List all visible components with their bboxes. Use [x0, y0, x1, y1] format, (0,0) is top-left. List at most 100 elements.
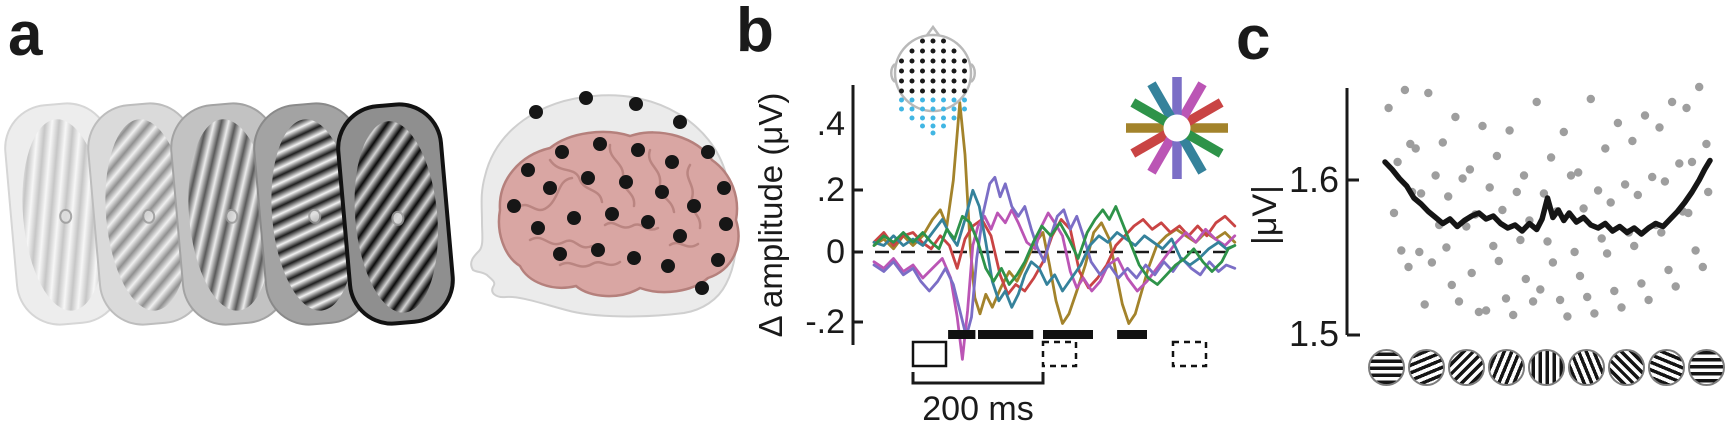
- topo-electrode: [941, 88, 946, 94]
- axis-gabor-icon-157.5deg: [1648, 349, 1685, 386]
- panel-b-label: b: [736, 0, 774, 65]
- topo-electrode: [951, 78, 957, 84]
- scatter-dot: [1400, 85, 1410, 95]
- topo-highlighted-electrode: [909, 97, 915, 103]
- topo-highlighted-electrode: [899, 97, 904, 103]
- scatter-dot: [1546, 153, 1556, 162]
- scatter-dot: [1501, 294, 1511, 303]
- topo-highlighted-electrode: [941, 115, 946, 121]
- stimulus-marker-solid: [911, 340, 948, 368]
- topo-highlighted-electrode: [951, 97, 957, 103]
- electrode-dot: [521, 163, 535, 177]
- topo-electrode: [951, 88, 957, 94]
- scatter-dot: [1539, 189, 1549, 198]
- scatter-dot: [1481, 306, 1491, 315]
- topo-highlighted-electrode: [941, 106, 946, 112]
- electrode-dot: [627, 251, 641, 265]
- electrode-dot: [553, 247, 567, 261]
- scatter-dot: [1648, 172, 1657, 182]
- fixation-dot: [390, 210, 405, 227]
- topo-electrode: [930, 88, 936, 94]
- topo-electrode: [962, 58, 967, 64]
- topo-electrode: [930, 78, 936, 84]
- scatter-dot: [1579, 204, 1588, 213]
- electrode-dot: [581, 171, 595, 185]
- topo-highlighted-electrode: [920, 97, 925, 103]
- electrode-dot: [593, 137, 607, 151]
- axis-gabor-icon-67.5deg: [1488, 349, 1525, 386]
- scatter-dot: [1462, 222, 1471, 231]
- stimulus-card-5: [332, 98, 459, 330]
- stimulus-onset-markers: [911, 340, 1208, 368]
- scatter-dot: [1559, 127, 1569, 137]
- axis-gabor-icon-90deg: [1528, 349, 1565, 386]
- scatter-dot: [1415, 247, 1424, 257]
- topo-highlighted-electrode: [920, 106, 925, 112]
- electrode-dot: [701, 145, 715, 159]
- topo-electrode: [920, 38, 925, 44]
- topo-highlighted-electrode: [930, 115, 936, 121]
- topo-highlighted-electrode: [920, 115, 925, 121]
- scatter-dot: [1657, 228, 1666, 237]
- scatter-dot: [1570, 247, 1579, 257]
- electrode-dot: [687, 199, 701, 213]
- topo-electrode: [920, 48, 925, 54]
- fixation-dot: [58, 208, 73, 225]
- scatter-dot: [1397, 246, 1406, 255]
- topo-electrode: [941, 58, 946, 64]
- topo-electrode: [899, 88, 904, 94]
- electrode-dot: [591, 243, 605, 257]
- electrode-dot: [529, 105, 543, 119]
- topo-highlighted-electrode: [962, 97, 967, 103]
- erp-plot: .4 .2 0 -.2 Δ amplitude (μV) 200 ms: [752, 24, 1237, 428]
- topo-highlighted-electrode: [941, 97, 946, 103]
- topo-electrode: [930, 58, 936, 64]
- scatter-dot: [1613, 118, 1623, 128]
- scatter-dot: [1384, 103, 1393, 113]
- topo-inset: [890, 24, 976, 136]
- electrode-dot: [555, 145, 569, 159]
- significance-bar: [948, 330, 976, 339]
- scatter-dot: [1633, 190, 1643, 200]
- electrode-dot: [719, 217, 733, 231]
- topo-electrode: [899, 78, 904, 84]
- topo-electrode: [951, 68, 957, 74]
- b-ytick-label-n02: -.2: [805, 303, 845, 341]
- significance-bar: [1117, 330, 1147, 339]
- scatter-dot: [1695, 82, 1704, 92]
- scatter-dot: [1420, 300, 1429, 309]
- electrode-dot: [619, 175, 633, 189]
- electrode-dot: [655, 185, 669, 199]
- scatter-dot: [1704, 187, 1713, 197]
- tuning-plot: 1.6 1.5 |μV|: [1246, 82, 1713, 354]
- scatter-dot: [1566, 171, 1576, 180]
- mean-tuning-line: [1382, 157, 1713, 237]
- panel-a-label: a: [8, 0, 43, 69]
- scatter-dot: [1442, 243, 1451, 252]
- electrode-dot: [665, 155, 679, 169]
- scatter-dot: [1454, 297, 1464, 306]
- topo-electrode: [941, 78, 946, 84]
- mean-line: [1382, 157, 1713, 237]
- topo-electrode: [909, 58, 915, 64]
- scatter-dot: [1602, 249, 1612, 258]
- topo-left-ear: [890, 63, 896, 83]
- scatter-dot: [1485, 183, 1494, 192]
- scatter-dot: [1610, 286, 1619, 296]
- erp-trace-150deg: [872, 205, 1237, 286]
- scatter-dot: [1606, 198, 1615, 207]
- scatter-dot: [1467, 268, 1476, 278]
- scatter-dot: [1411, 144, 1420, 153]
- scatter-dot: [1389, 208, 1399, 218]
- topo-highlighted-electrode: [941, 123, 946, 129]
- scatter-dot: [1416, 189, 1426, 198]
- significance-bar: [978, 330, 1034, 339]
- scatter-dot: [1574, 168, 1583, 177]
- eeg-electrodes: [507, 91, 733, 295]
- scatter-dot: [1684, 208, 1693, 218]
- axis-gabor-icon-22.5deg: [1408, 349, 1445, 386]
- axis-gabor-icon-112.5deg: [1568, 349, 1605, 386]
- scatter-dot: [1516, 235, 1525, 245]
- scatter-dot: [1702, 139, 1711, 149]
- scatter-dot: [1489, 241, 1498, 251]
